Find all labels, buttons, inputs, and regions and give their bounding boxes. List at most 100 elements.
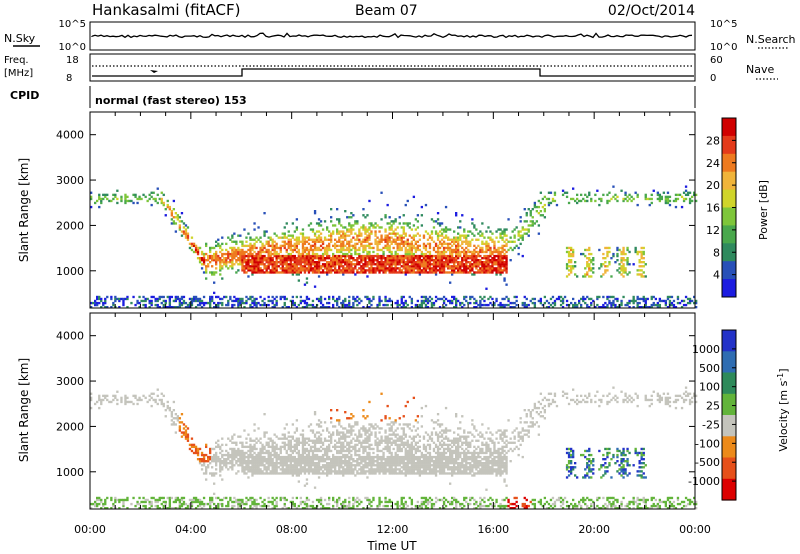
echo-cell bbox=[630, 195, 633, 199]
echo-cell bbox=[364, 240, 367, 243]
echo-cell bbox=[475, 263, 478, 266]
echo-cell bbox=[323, 439, 327, 442]
echo-cell bbox=[319, 502, 323, 506]
echo-cell bbox=[202, 259, 206, 262]
echo-cell bbox=[190, 443, 194, 447]
echo-cell bbox=[227, 437, 230, 440]
echo-cell bbox=[537, 212, 541, 215]
echo-cell bbox=[586, 265, 589, 268]
echo-cell bbox=[346, 242, 349, 246]
echo-cell bbox=[299, 263, 303, 266]
echo-cell bbox=[576, 193, 579, 197]
echo-cell bbox=[332, 263, 335, 266]
echo-cell bbox=[475, 271, 478, 274]
echo-cell bbox=[194, 299, 198, 303]
echo-cell bbox=[281, 257, 284, 260]
echo-cell bbox=[360, 261, 363, 264]
echo-cell bbox=[162, 496, 165, 500]
echo-cell bbox=[233, 464, 236, 467]
echo-cell bbox=[598, 248, 601, 252]
echo-cell bbox=[440, 228, 444, 231]
echo-cell bbox=[178, 504, 182, 508]
echo-cell bbox=[267, 263, 270, 266]
echo-cell bbox=[273, 261, 276, 264]
echo-cell bbox=[420, 224, 424, 227]
echo-cell bbox=[432, 220, 436, 223]
echo-cell bbox=[491, 232, 494, 235]
echo-cell bbox=[164, 299, 167, 303]
echo-cell bbox=[350, 271, 353, 274]
echo-cell bbox=[388, 244, 391, 248]
echo-cell bbox=[255, 254, 258, 258]
echo-cell bbox=[255, 462, 258, 465]
echo-cell bbox=[323, 498, 327, 502]
echo-cell bbox=[150, 392, 153, 395]
echo-cell bbox=[674, 199, 678, 203]
echo-cell bbox=[253, 468, 256, 471]
echo-cell bbox=[251, 246, 254, 250]
echo-cell bbox=[674, 193, 678, 197]
echo-cell bbox=[245, 462, 248, 465]
echo-cell bbox=[323, 447, 327, 451]
echo-cell bbox=[473, 273, 476, 276]
echo-cell bbox=[213, 492, 216, 496]
echo-cell bbox=[358, 240, 361, 243]
echo-cell bbox=[281, 271, 284, 274]
echo-cell bbox=[249, 470, 252, 473]
echo-cell bbox=[442, 230, 446, 233]
echo-cell bbox=[241, 453, 244, 457]
echo-cell bbox=[124, 402, 127, 406]
echo-cell bbox=[156, 201, 159, 205]
echo-cell bbox=[96, 301, 99, 305]
echo-cell bbox=[287, 458, 290, 461]
echo-cell bbox=[174, 212, 178, 215]
echo-cell bbox=[519, 216, 522, 219]
echo-cell bbox=[368, 242, 371, 246]
echo-cell bbox=[463, 228, 466, 231]
echo-cell bbox=[267, 451, 270, 455]
echo-cell bbox=[287, 468, 290, 471]
echo-cell bbox=[430, 267, 434, 270]
echo-cell bbox=[309, 269, 313, 272]
echo-cell bbox=[390, 263, 393, 266]
echo-cell bbox=[539, 297, 543, 301]
echo-cell bbox=[160, 201, 163, 205]
echo-cell bbox=[489, 252, 492, 256]
echo-cell bbox=[463, 295, 466, 299]
echo-cell bbox=[207, 259, 210, 262]
echo-cell bbox=[317, 437, 321, 440]
echo-cell bbox=[416, 246, 420, 250]
echo-cell bbox=[326, 269, 329, 272]
echo-cell bbox=[342, 447, 345, 451]
echo-cell bbox=[323, 453, 327, 457]
echo-cell bbox=[527, 234, 530, 237]
echo-cell bbox=[580, 303, 583, 307]
echo-cell bbox=[465, 250, 468, 254]
echo-cell bbox=[259, 246, 262, 250]
echo-cell bbox=[311, 500, 315, 504]
echo-cell bbox=[317, 458, 321, 461]
echo-cell bbox=[380, 267, 383, 270]
echo-cell bbox=[402, 267, 405, 270]
echo-cell bbox=[291, 236, 295, 239]
echo-cell bbox=[255, 441, 258, 444]
echo-cell bbox=[295, 437, 299, 440]
echo-cell bbox=[211, 466, 214, 469]
nsky-label: N.Sky bbox=[4, 32, 36, 45]
echo-cell bbox=[100, 297, 103, 301]
echo-cell bbox=[412, 257, 416, 260]
echo-cell bbox=[283, 470, 286, 473]
echo-cell bbox=[344, 504, 347, 508]
echo-cell bbox=[334, 466, 337, 469]
echo-cell bbox=[313, 210, 317, 213]
echo-cell bbox=[342, 455, 345, 459]
echo-cell bbox=[626, 303, 629, 307]
echo-cell bbox=[231, 240, 234, 243]
echo-cell bbox=[386, 299, 389, 303]
echo-cell bbox=[418, 306, 422, 309]
echo-cell bbox=[257, 458, 260, 461]
echo-cell bbox=[297, 303, 301, 307]
echo-cell bbox=[184, 230, 188, 233]
echo-cell bbox=[428, 244, 432, 248]
echo-cell bbox=[479, 234, 482, 237]
